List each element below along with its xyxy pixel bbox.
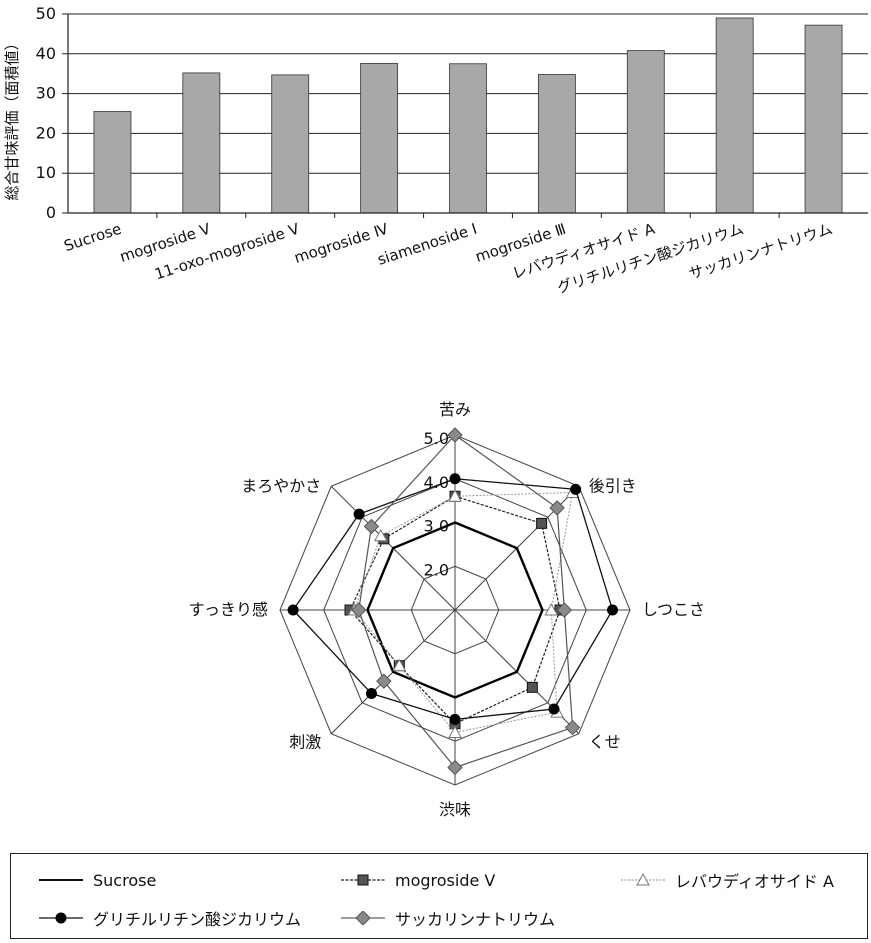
radar-point-circle <box>353 508 365 520</box>
legend-diamond-marker <box>341 911 385 925</box>
legend-item-saccharin: サッカリンナトリウム <box>341 906 555 930</box>
legend-line-plain <box>39 879 83 881</box>
bar-y-tick-labels: 0 10 20 30 40 50 <box>36 4 56 222</box>
legend-circle-marker <box>39 912 83 924</box>
bar-y-tick-label: 40 <box>36 44 56 63</box>
radar-series-line <box>353 491 574 734</box>
radar-point-circle <box>570 483 582 495</box>
radar-point-triangle <box>448 489 462 502</box>
legend-label: グリチルリチン酸ジカリウム <box>93 910 302 929</box>
bar <box>271 74 310 214</box>
radar-series <box>287 427 618 776</box>
radar-point-triangle <box>544 602 559 616</box>
bar-y-tick-label: 30 <box>36 84 56 103</box>
radar-point-diamond <box>549 500 565 516</box>
radar-point-triangle <box>392 658 407 672</box>
legend-label: サッカリンナトリウム <box>395 910 556 929</box>
radar-point-diamond <box>363 518 380 535</box>
legend-square-marker <box>341 874 385 886</box>
bar-y-tick-label: 10 <box>36 163 56 182</box>
legend-label: Sucrose <box>93 870 157 890</box>
radar-axis-label: まろやかさ <box>241 476 321 495</box>
radar-point-diamond <box>564 719 581 736</box>
bar-y-tick-label: 50 <box>36 4 56 23</box>
legend-item-glycyrrhizinate: グリチルリチン酸ジカリウム <box>39 906 301 930</box>
radar-series-line <box>366 521 544 699</box>
radar-axis-label: 苦み <box>439 400 471 419</box>
radar-axis-label: 後引き <box>589 476 637 495</box>
radar-series-line <box>292 478 614 721</box>
radar-point-circle <box>287 604 299 616</box>
radar-axis-label: くせ <box>589 733 621 752</box>
radar-axis-label: すっきり感 <box>189 600 268 619</box>
bar <box>626 50 665 214</box>
radar-ring-labels: 2.0 3.0 4.0 5.0 <box>424 429 449 579</box>
bar-series <box>93 17 843 214</box>
radar-point-diamond <box>447 759 463 776</box>
radar-ring-label: 3.0 <box>424 517 449 536</box>
bar-x-tick-label: mogroside Ⅳ <box>292 220 391 267</box>
bar-x-tick-label: siamenoside Ⅰ <box>375 220 479 269</box>
bar-x-tick-label: 11-oxo-mogroside V <box>152 219 302 283</box>
legend-item-mogroside-v: mogroside V <box>341 868 495 892</box>
radar-ring-label: 5.0 <box>424 429 449 448</box>
radar-point-square <box>526 681 538 693</box>
radar-ring-label: 4.0 <box>424 473 449 492</box>
radar-axis-label: しつこさ <box>642 600 705 619</box>
radar-point-diamond <box>556 602 573 618</box>
radar-point-circle <box>449 713 461 725</box>
legend-item-sucrose: Sucrose <box>39 868 156 892</box>
bar-y-tick-label: 0 <box>46 203 56 222</box>
legend-label: レバウディオサイド A <box>675 872 834 891</box>
radar-point-circle <box>365 688 377 700</box>
radar-axis-label: 渋味 <box>439 800 471 819</box>
radar-point-circle <box>449 473 461 485</box>
radar-point-circle <box>607 604 618 616</box>
bar-y-axis-label: 総合甘味評価（面積値） <box>3 35 21 200</box>
radar-point-diamond <box>351 602 367 618</box>
radar-point-triangle <box>373 528 388 542</box>
bar <box>715 17 754 214</box>
radar-ring-label: 2.0 <box>424 560 449 579</box>
radar-point-diamond <box>447 427 463 443</box>
radar-point-circle <box>548 703 560 715</box>
bar-y-tick-label: 20 <box>36 123 56 142</box>
bar <box>93 111 132 214</box>
legend-triangle-marker <box>621 873 665 886</box>
radar-point-diamond <box>376 673 392 689</box>
legend-label: mogroside V <box>395 870 496 890</box>
bar <box>537 74 576 214</box>
bar <box>449 63 487 214</box>
bar <box>182 72 221 214</box>
radar-axis-label: 刺激 <box>289 733 321 752</box>
bar <box>804 24 843 214</box>
radar-point-square <box>536 517 548 529</box>
radar-point-triangle <box>448 725 462 738</box>
bar-x-tick-label: Sucrose <box>62 220 124 255</box>
bar <box>360 62 399 214</box>
chart-legend: Sucrose mogroside V レバウディオサイド A グリチルリチン酸… <box>10 853 868 939</box>
legend-item-rebaudioside-a: レバウディオサイド A <box>621 868 834 892</box>
bar-axes <box>62 13 868 218</box>
